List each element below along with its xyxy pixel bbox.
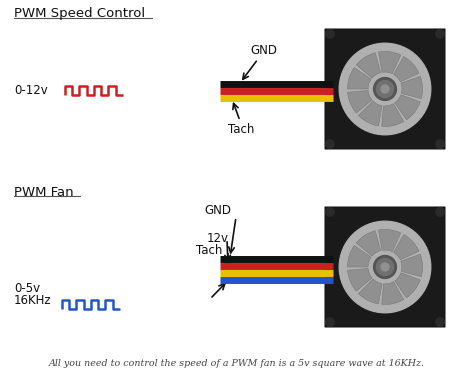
Text: PWM Fan: PWM Fan xyxy=(14,186,73,199)
Text: 12v: 12v xyxy=(207,232,229,246)
Circle shape xyxy=(326,318,334,326)
Text: GND: GND xyxy=(204,204,231,217)
Text: PWM Speed Control: PWM Speed Control xyxy=(14,7,145,20)
FancyBboxPatch shape xyxy=(325,29,445,149)
Wedge shape xyxy=(401,76,422,99)
Text: Tach: Tach xyxy=(196,244,222,257)
Circle shape xyxy=(326,140,334,149)
Wedge shape xyxy=(395,273,420,298)
Circle shape xyxy=(376,80,393,97)
Wedge shape xyxy=(393,56,419,82)
Circle shape xyxy=(381,85,389,93)
Circle shape xyxy=(326,208,334,216)
Wedge shape xyxy=(347,246,371,267)
Circle shape xyxy=(326,30,334,38)
Wedge shape xyxy=(395,95,420,120)
Circle shape xyxy=(374,255,396,279)
Wedge shape xyxy=(382,104,404,127)
Wedge shape xyxy=(378,229,401,252)
Wedge shape xyxy=(356,231,381,256)
Circle shape xyxy=(339,43,431,135)
Text: 0-5v: 0-5v xyxy=(14,282,40,296)
Circle shape xyxy=(436,208,445,216)
Wedge shape xyxy=(347,67,371,89)
Circle shape xyxy=(339,221,431,313)
Text: GND: GND xyxy=(250,44,277,57)
Circle shape xyxy=(374,78,396,100)
Text: Tach: Tach xyxy=(228,123,255,136)
Text: All you need to control the speed of a PWM fan is a 5v square wave at 16KHz.: All you need to control the speed of a P… xyxy=(49,359,425,368)
FancyBboxPatch shape xyxy=(325,207,445,327)
Circle shape xyxy=(436,140,445,149)
Wedge shape xyxy=(356,53,381,78)
Wedge shape xyxy=(401,254,422,277)
Wedge shape xyxy=(393,235,419,260)
Wedge shape xyxy=(358,279,382,304)
Wedge shape xyxy=(347,91,372,113)
Wedge shape xyxy=(378,52,401,74)
Text: 0-12v: 0-12v xyxy=(14,83,48,97)
Text: 16KHz: 16KHz xyxy=(14,294,52,307)
Wedge shape xyxy=(347,268,372,291)
Circle shape xyxy=(436,318,445,326)
Wedge shape xyxy=(358,101,382,126)
Circle shape xyxy=(381,263,389,271)
Circle shape xyxy=(376,258,393,276)
Circle shape xyxy=(436,30,445,38)
Wedge shape xyxy=(382,282,404,304)
